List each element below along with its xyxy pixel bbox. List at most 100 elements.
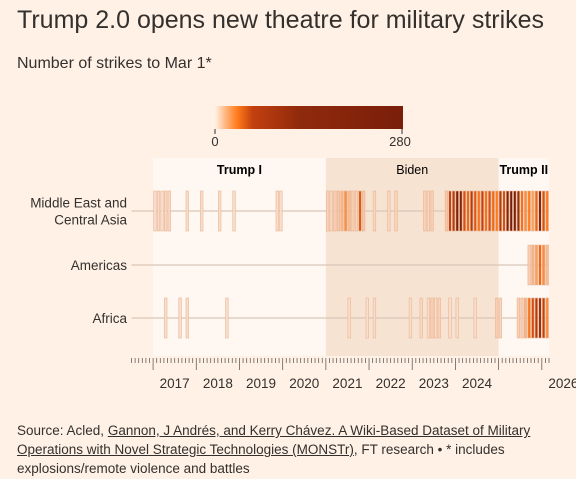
- heat-cell: [545, 297, 549, 339]
- heat-cell: [520, 190, 524, 232]
- heat-cell: [275, 190, 279, 232]
- heat-cell: [419, 297, 423, 339]
- x-tick-label: 2026: [548, 376, 576, 391]
- heat-cell: [527, 244, 531, 286]
- heat-cell: [473, 190, 477, 232]
- period-label: Trump II: [499, 163, 548, 177]
- heat-cell: [484, 190, 488, 232]
- period-band-trump-i: [153, 158, 326, 356]
- heat-cell: [538, 244, 542, 286]
- heat-cell: [423, 190, 427, 232]
- heat-cell: [279, 190, 283, 232]
- heat-cell: [509, 190, 513, 232]
- heat-cell: [329, 190, 333, 232]
- heat-cell: [225, 297, 229, 339]
- heat-cell: [531, 190, 535, 232]
- heat-cell: [394, 190, 398, 232]
- heat-cell: [178, 297, 182, 339]
- source-suffix: , FT research • * includes explosions/re…: [17, 442, 505, 476]
- heat-cell: [326, 190, 330, 232]
- heat-cell: [336, 190, 341, 232]
- heat-cell: [340, 190, 344, 232]
- x-tick-label: 2024: [462, 376, 493, 391]
- heat-cell: [466, 190, 470, 232]
- x-tick-label: 2017: [160, 376, 190, 391]
- heat-cell: [153, 190, 157, 232]
- heat-cell: [347, 190, 351, 232]
- chart-title: Trump 2.0 opens new theatre for military…: [17, 6, 545, 34]
- heat-cell: [495, 190, 499, 232]
- x-tick-label: 2021: [332, 376, 362, 391]
- heat-cell: [455, 190, 459, 232]
- heat-cell: [534, 244, 539, 286]
- heat-cell: [516, 297, 521, 339]
- heat-cell: [354, 190, 359, 232]
- heat-cell: [506, 190, 510, 232]
- heat-cell: [333, 190, 337, 232]
- period-bands: Trump I Biden Trump II: [153, 158, 549, 356]
- heat-cell: [365, 297, 369, 339]
- heat-cell: [524, 190, 528, 232]
- heat-cell: [534, 190, 539, 232]
- x-tick-label: 2022: [376, 376, 406, 391]
- heat-cell: [495, 297, 499, 339]
- heat-cell: [480, 190, 485, 232]
- period-label: Biden: [396, 163, 428, 177]
- heat-cell: [527, 297, 531, 339]
- x-tick-label: 2019: [246, 376, 276, 391]
- heat-cell: [455, 297, 459, 339]
- heat-cell: [459, 190, 463, 232]
- heat-cell: [520, 297, 524, 339]
- heat-cell: [156, 190, 161, 232]
- heat-cell: [434, 297, 438, 339]
- heat-cell: [426, 297, 431, 339]
- heat-cell: [502, 190, 506, 232]
- heat-cell: [430, 297, 434, 339]
- heat-cell: [185, 297, 189, 339]
- heat-cell: [531, 297, 535, 339]
- heat-cell: [164, 190, 168, 232]
- heat-cell: [408, 297, 413, 339]
- legend-min-label: 0: [211, 134, 218, 149]
- heat-cell: [200, 190, 204, 232]
- heat-cell: [498, 190, 503, 232]
- heat-cell: [498, 297, 503, 339]
- heat-cell: [351, 190, 355, 232]
- row-label: Middle East and: [30, 196, 127, 211]
- heat-cell: [362, 190, 366, 232]
- heat-cell: [545, 190, 549, 232]
- x-tick-label: 2018: [203, 376, 233, 391]
- heat-cell: [542, 244, 546, 286]
- heat-cell: [167, 190, 171, 232]
- heatmap-cells: [153, 190, 549, 339]
- x-tick-label: 2023: [419, 376, 449, 391]
- heat-cell: [527, 190, 531, 232]
- heat-cell: [534, 297, 539, 339]
- period-band-biden: [325, 158, 499, 356]
- heat-cell: [545, 244, 549, 286]
- heat-cell: [344, 190, 348, 232]
- heat-cell: [430, 190, 434, 232]
- legend-color-bar: [215, 106, 403, 129]
- heat-cell: [358, 190, 362, 232]
- x-tick-label: 2020: [289, 376, 319, 391]
- heat-cell: [491, 190, 495, 232]
- heat-cell: [448, 297, 452, 339]
- source-note: Source: Acled, Gannon, J Andrés, and Ker…: [17, 421, 562, 478]
- heat-cell: [232, 190, 236, 232]
- heat-cell: [473, 297, 477, 339]
- heat-cell: [513, 190, 517, 232]
- heat-cell: [516, 190, 521, 232]
- heat-cell: [538, 297, 542, 339]
- heat-cell: [218, 190, 222, 232]
- heat-cell: [437, 297, 441, 339]
- heat-cell: [538, 190, 542, 232]
- strikes-heatmap: 0 280 Trump I Biden Trump II Middle East a…: [30, 106, 576, 391]
- heat-cell: [185, 190, 189, 232]
- heat-cell: [347, 297, 351, 339]
- heat-cell: [542, 190, 546, 232]
- heat-cell: [470, 190, 474, 232]
- heat-cell: [444, 190, 449, 232]
- source-link[interactable]: Gannon, J Andrés, and Kerry Chávez. A Wi…: [17, 423, 531, 457]
- legend-max-label: 280: [389, 134, 411, 149]
